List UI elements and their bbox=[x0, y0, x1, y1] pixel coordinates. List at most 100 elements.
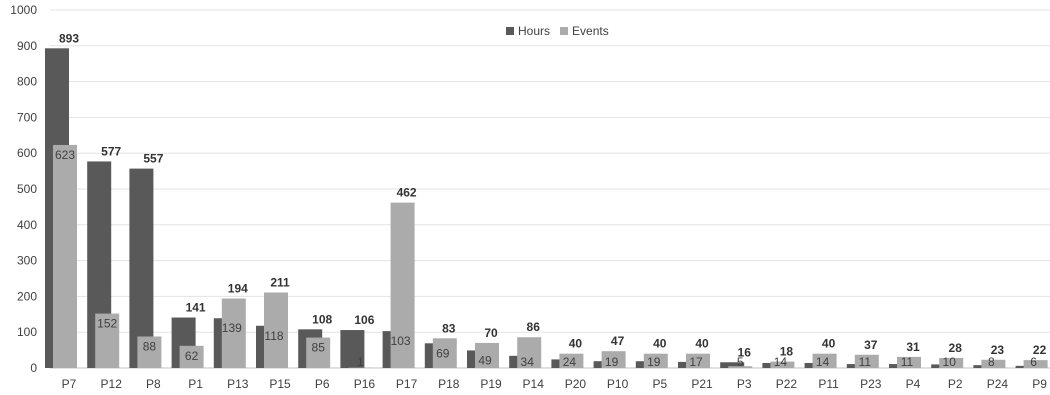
bar-events bbox=[137, 336, 162, 368]
bar-label-top: 40 bbox=[695, 337, 709, 351]
bar-events bbox=[306, 337, 331, 368]
y-tick-label: 700 bbox=[17, 110, 37, 124]
bar-events bbox=[53, 144, 77, 368]
bar-events bbox=[179, 345, 204, 368]
bar-label-top: 462 bbox=[397, 186, 417, 200]
bar-label-top: 28 bbox=[949, 341, 963, 355]
x-tick-label: P20 bbox=[565, 377, 587, 391]
x-axis: P7 P12 P8 P1 P13 P15 P6 P16 P17 P18 P19 P14 P20 P10 P5… bbox=[62, 377, 1048, 391]
bar-events bbox=[264, 292, 288, 368]
y-tick-label: 400 bbox=[17, 218, 37, 232]
bar-label-inner: 152 bbox=[97, 317, 117, 331]
x-tick-label: P3 bbox=[737, 377, 752, 391]
bar-label-top: 106 bbox=[354, 313, 374, 327]
x-tick-label: P15 bbox=[269, 377, 291, 391]
bar-events bbox=[939, 357, 964, 368]
bar-label-inner: 34 bbox=[521, 355, 535, 369]
y-tick-label: 500 bbox=[17, 182, 37, 196]
bar-label-top: 211 bbox=[270, 275, 290, 289]
x-tick-label: P23 bbox=[860, 377, 882, 391]
x-tick-label: P6 bbox=[315, 377, 330, 391]
x-tick-label: P18 bbox=[438, 377, 460, 391]
legend-swatch-events bbox=[560, 27, 569, 35]
bar-events bbox=[475, 342, 499, 368]
x-tick-label: P14 bbox=[523, 377, 545, 391]
bar-label-top: 40 bbox=[569, 337, 583, 351]
bar-label-inner: 139 bbox=[222, 321, 242, 335]
y-tick-label: 900 bbox=[17, 39, 37, 53]
bar-label-top: 31 bbox=[906, 340, 920, 354]
bar-label-inner: 19 bbox=[605, 355, 619, 369]
bar-hours bbox=[720, 362, 745, 368]
bars bbox=[45, 48, 1048, 368]
legend-item-hours: Hours bbox=[506, 24, 550, 38]
legend-swatch-hours bbox=[506, 27, 514, 35]
bar-label-inner: 14 bbox=[816, 355, 830, 369]
bar-label-inner: 49 bbox=[478, 353, 492, 367]
y-tick-label: 300 bbox=[17, 254, 37, 268]
bar-label-top: 577 bbox=[101, 144, 121, 158]
legend-item-events: Events bbox=[560, 24, 609, 38]
bar-hours bbox=[340, 330, 365, 368]
bar-events bbox=[686, 353, 710, 368]
bar-label-top: 70 bbox=[484, 326, 498, 340]
bar-label-top: 893 bbox=[59, 31, 79, 45]
bar-label-top: 40 bbox=[822, 337, 836, 351]
bar-label-inner: 88 bbox=[143, 339, 157, 353]
bar-events bbox=[559, 353, 584, 368]
bar-label-inner: 1 bbox=[357, 355, 364, 369]
x-tick-label: P9 bbox=[1032, 377, 1047, 391]
bar-label-top: 18 bbox=[780, 345, 794, 359]
y-tick-label: 800 bbox=[17, 75, 37, 89]
bar-label-inner: 5 bbox=[737, 355, 744, 369]
x-tick-label: P22 bbox=[776, 377, 798, 391]
bar-label-inner: 24 bbox=[563, 355, 577, 369]
bar-events bbox=[897, 356, 921, 368]
bar-label-top: 83 bbox=[442, 321, 456, 335]
bar-label-inner: 103 bbox=[391, 334, 411, 348]
bar-label-top: 86 bbox=[527, 320, 541, 334]
y-tick-label: 1000 bbox=[10, 3, 37, 17]
bar-events bbox=[643, 353, 668, 368]
x-tick-label: P24 bbox=[987, 377, 1009, 391]
bar-label-top: 557 bbox=[143, 152, 163, 166]
bar-events bbox=[432, 338, 457, 368]
y-tick-label: 0 bbox=[30, 361, 37, 375]
bar-label-inner: 10 bbox=[943, 355, 957, 369]
bar-events bbox=[981, 359, 1006, 368]
bar-label-inner: 85 bbox=[312, 341, 326, 355]
bar-label-top: 108 bbox=[312, 312, 332, 326]
bar-label-inner: 118 bbox=[264, 329, 283, 343]
bar-events bbox=[854, 354, 879, 368]
y-axis: 0 100 200 300 400 500 600 700 800 900 1000 bbox=[10, 3, 37, 375]
x-tick-label: P2 bbox=[948, 377, 963, 391]
bar-label-inner: 623 bbox=[55, 148, 75, 162]
x-tick-label: P8 bbox=[146, 377, 161, 391]
bar-label-inner: 6 bbox=[1030, 355, 1037, 369]
bar-events bbox=[221, 298, 246, 368]
bar-events bbox=[390, 202, 415, 368]
x-tick-label: P16 bbox=[354, 377, 376, 391]
x-tick-label: P1 bbox=[188, 377, 203, 391]
x-tick-label: P13 bbox=[227, 377, 249, 391]
bar-label-inner: 17 bbox=[689, 355, 703, 369]
legend-label-events: Events bbox=[572, 24, 609, 38]
x-tick-label: P10 bbox=[607, 377, 629, 391]
y-tick-label: 200 bbox=[17, 289, 37, 303]
bar-label-inner: 14 bbox=[774, 355, 788, 369]
bar-hours bbox=[129, 168, 154, 368]
legend: Hours Events bbox=[506, 24, 609, 38]
bar-events bbox=[601, 351, 626, 368]
bar-events bbox=[770, 361, 795, 368]
bar-label-inner: 11 bbox=[901, 355, 914, 369]
x-tick-label: P5 bbox=[652, 377, 667, 391]
bar-label-top: 22 bbox=[1033, 343, 1047, 357]
x-tick-label: P11 bbox=[818, 377, 839, 391]
bar-label-top: 23 bbox=[991, 343, 1005, 357]
bar-events bbox=[812, 353, 837, 368]
bar-label-inner: 19 bbox=[647, 355, 661, 369]
x-tick-label: P12 bbox=[101, 377, 123, 391]
bar-events bbox=[728, 366, 753, 368]
bar-label-inner: 62 bbox=[185, 349, 199, 363]
